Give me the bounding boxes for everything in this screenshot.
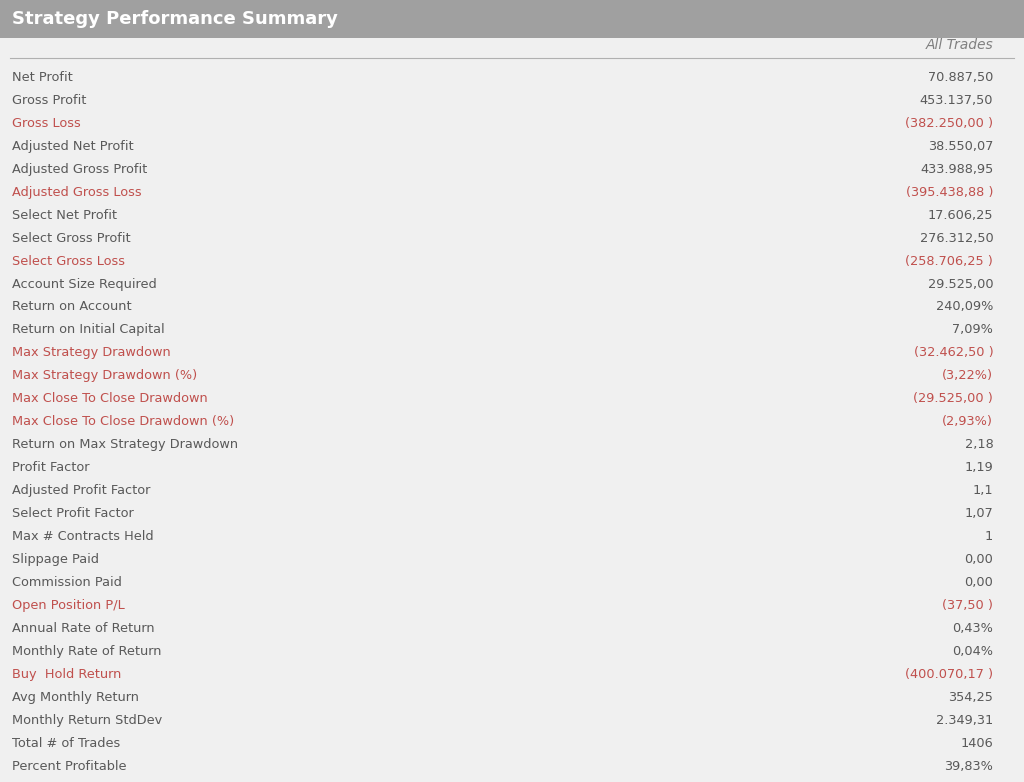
Text: Adjusted Profit Factor: Adjusted Profit Factor bbox=[12, 484, 151, 497]
Text: Max Strategy Drawdown: Max Strategy Drawdown bbox=[12, 346, 171, 360]
Text: Commission Paid: Commission Paid bbox=[12, 576, 122, 590]
Text: 7,09%: 7,09% bbox=[952, 324, 993, 336]
Text: Net Profit: Net Profit bbox=[12, 70, 73, 84]
Text: Return on Initial Capital: Return on Initial Capital bbox=[12, 324, 165, 336]
Text: Gross Loss: Gross Loss bbox=[12, 117, 81, 130]
Text: 17.606,25: 17.606,25 bbox=[928, 209, 993, 221]
Text: 1,07: 1,07 bbox=[965, 508, 993, 520]
Text: (400.070,17 ): (400.070,17 ) bbox=[905, 668, 993, 681]
Text: Strategy Performance Summary: Strategy Performance Summary bbox=[12, 9, 338, 28]
Text: Open Position P/L: Open Position P/L bbox=[12, 599, 125, 612]
Text: 276.312,50: 276.312,50 bbox=[920, 231, 993, 245]
Text: Monthly Return StdDev: Monthly Return StdDev bbox=[12, 714, 163, 727]
Text: Percent Profitable: Percent Profitable bbox=[12, 760, 127, 773]
Text: Return on Account: Return on Account bbox=[12, 300, 132, 314]
Text: Adjusted Gross Loss: Adjusted Gross Loss bbox=[12, 185, 142, 199]
Text: Select Profit Factor: Select Profit Factor bbox=[12, 508, 134, 520]
Text: All Trades: All Trades bbox=[926, 38, 993, 52]
Text: 1406: 1406 bbox=[961, 737, 993, 750]
FancyBboxPatch shape bbox=[0, 0, 1024, 38]
Text: Profit Factor: Profit Factor bbox=[12, 461, 90, 475]
Text: 1,19: 1,19 bbox=[965, 461, 993, 475]
Text: Return on Max Strategy Drawdown: Return on Max Strategy Drawdown bbox=[12, 439, 239, 451]
Text: Max Close To Close Drawdown: Max Close To Close Drawdown bbox=[12, 393, 208, 405]
Text: Select Gross Loss: Select Gross Loss bbox=[12, 254, 125, 267]
Text: Adjusted Net Profit: Adjusted Net Profit bbox=[12, 140, 134, 152]
Text: (2,93%): (2,93%) bbox=[942, 415, 993, 429]
Text: Max Strategy Drawdown (%): Max Strategy Drawdown (%) bbox=[12, 369, 198, 382]
Text: 0,00: 0,00 bbox=[965, 554, 993, 566]
Text: 433.988,95: 433.988,95 bbox=[920, 163, 993, 176]
Text: 1: 1 bbox=[985, 530, 993, 543]
Text: 0,43%: 0,43% bbox=[952, 622, 993, 635]
Text: 70.887,50: 70.887,50 bbox=[928, 70, 993, 84]
Text: (37,50 ): (37,50 ) bbox=[942, 599, 993, 612]
Text: Avg Monthly Return: Avg Monthly Return bbox=[12, 691, 139, 704]
Text: 2.349,31: 2.349,31 bbox=[936, 714, 993, 727]
Text: Slippage Paid: Slippage Paid bbox=[12, 554, 99, 566]
Text: (3,22%): (3,22%) bbox=[942, 369, 993, 382]
Text: 38.550,07: 38.550,07 bbox=[928, 140, 993, 152]
Text: 453.137,50: 453.137,50 bbox=[920, 94, 993, 106]
Text: Monthly Rate of Return: Monthly Rate of Return bbox=[12, 645, 162, 658]
Text: 39,83%: 39,83% bbox=[944, 760, 993, 773]
Text: 240,09%: 240,09% bbox=[936, 300, 993, 314]
Text: Gross Profit: Gross Profit bbox=[12, 94, 87, 106]
Text: 29.525,00: 29.525,00 bbox=[928, 278, 993, 290]
Text: (29.525,00 ): (29.525,00 ) bbox=[913, 393, 993, 405]
Text: (395.438,88 ): (395.438,88 ) bbox=[906, 185, 993, 199]
Text: (32.462,50 ): (32.462,50 ) bbox=[913, 346, 993, 360]
Text: 354,25: 354,25 bbox=[948, 691, 993, 704]
Text: Adjusted Gross Profit: Adjusted Gross Profit bbox=[12, 163, 147, 176]
Text: 0,00: 0,00 bbox=[965, 576, 993, 590]
Text: Buy  Hold Return: Buy Hold Return bbox=[12, 668, 122, 681]
Text: 1,1: 1,1 bbox=[973, 484, 993, 497]
Text: 0,04%: 0,04% bbox=[952, 645, 993, 658]
Text: Select Gross Profit: Select Gross Profit bbox=[12, 231, 131, 245]
Text: 2,18: 2,18 bbox=[965, 439, 993, 451]
Text: Max # Contracts Held: Max # Contracts Held bbox=[12, 530, 154, 543]
Text: Annual Rate of Return: Annual Rate of Return bbox=[12, 622, 155, 635]
Text: (258.706,25 ): (258.706,25 ) bbox=[905, 254, 993, 267]
Text: Total # of Trades: Total # of Trades bbox=[12, 737, 121, 750]
Text: Select Net Profit: Select Net Profit bbox=[12, 209, 118, 221]
Text: Max Close To Close Drawdown (%): Max Close To Close Drawdown (%) bbox=[12, 415, 234, 429]
Text: Account Size Required: Account Size Required bbox=[12, 278, 157, 290]
Text: (382.250,00 ): (382.250,00 ) bbox=[905, 117, 993, 130]
